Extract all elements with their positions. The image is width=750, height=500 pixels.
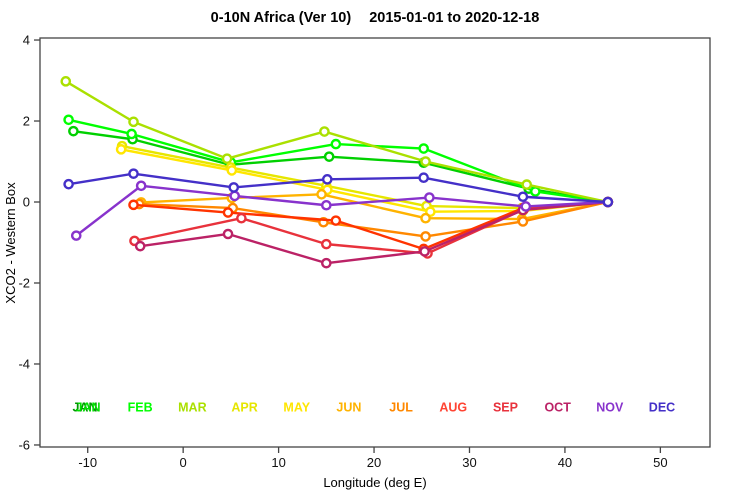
data-point-nov xyxy=(70,230,82,241)
data-point-mar xyxy=(521,179,533,190)
series-line-jun xyxy=(139,193,610,221)
data-point-may xyxy=(226,165,238,176)
chart-title-daterange: 2015-01-01 to 2020-12-18 xyxy=(369,10,539,26)
y-axis-title: XCO2 - Western Box xyxy=(3,182,18,304)
x-tick-label: 0 xyxy=(180,455,187,470)
month-label-mar: MAR xyxy=(178,401,206,415)
month-label-jul: JUL xyxy=(389,401,413,415)
data-point-nov xyxy=(520,201,532,212)
data-point-dec xyxy=(63,178,74,190)
plot-border xyxy=(39,37,711,448)
y-tick-label: -2 xyxy=(18,275,30,290)
y-tick-label: 4 xyxy=(23,33,30,48)
data-point-feb xyxy=(418,143,429,154)
x-tick-label: 50 xyxy=(653,455,667,470)
data-point-mar xyxy=(60,76,72,87)
data-point-sep xyxy=(236,212,247,224)
data-point-oct xyxy=(419,246,430,257)
data-point-oct xyxy=(321,257,332,269)
data-point-nov xyxy=(321,199,332,211)
data-point-mar xyxy=(128,116,139,128)
data-point-oct xyxy=(222,228,234,240)
data-point-may xyxy=(115,144,127,155)
data-point-jan xyxy=(68,125,79,137)
data-point-feb xyxy=(63,114,74,126)
x-tick-label: 40 xyxy=(558,455,572,470)
data-point-oct xyxy=(134,240,146,252)
data-point-dec xyxy=(602,196,614,208)
month-label-may: MAY xyxy=(283,401,310,415)
month-label-nov: NOV xyxy=(596,401,624,415)
chart-title: 0-10N Africa (Ver 10) 2015-01-01 to 2020… xyxy=(211,10,540,26)
month-label-feb: FEB xyxy=(128,401,153,415)
y-tick-label: 0 xyxy=(23,195,30,210)
x-tick-label: 30 xyxy=(462,455,476,470)
month-label-jan: JAN xyxy=(75,401,100,415)
x-tick-label: 10 xyxy=(271,455,285,470)
data-point-nov xyxy=(229,190,241,202)
series-dec xyxy=(63,168,614,208)
data-point-aug xyxy=(128,199,139,211)
data-point-jan xyxy=(323,151,335,162)
y-tick-label: 2 xyxy=(23,114,30,129)
data-point-dec xyxy=(228,182,240,193)
data-point-jun xyxy=(420,212,431,224)
y-tick-label: -4 xyxy=(18,356,30,371)
data-point-dec xyxy=(128,168,139,179)
data-point-feb xyxy=(126,128,137,140)
data-point-nov xyxy=(424,192,435,203)
month-label-aug: AUG xyxy=(439,401,467,415)
data-series xyxy=(60,76,614,269)
x-axis-title: Longitude (deg E) xyxy=(323,475,426,490)
series-jul xyxy=(133,196,614,242)
month-label-sep: SEP xyxy=(493,401,518,415)
y-tick-label: -6 xyxy=(18,437,30,452)
data-point-mar xyxy=(221,153,233,164)
data-point-aug xyxy=(330,215,342,226)
month-label-oct: OCT xyxy=(544,401,571,415)
data-point-mar xyxy=(319,126,330,137)
data-point-sep xyxy=(321,238,332,250)
data-point-mar xyxy=(420,156,431,167)
data-point-jul xyxy=(420,231,431,242)
month-label-jan-shadow: JAN xyxy=(72,401,97,415)
data-point-jul xyxy=(517,216,529,227)
series-line-oct xyxy=(139,200,610,265)
month-label-apr: APR xyxy=(231,401,257,415)
month-label-dec: DEC xyxy=(649,401,675,415)
data-point-dec xyxy=(321,174,333,185)
series-line-jul xyxy=(138,200,610,238)
x-tick-label: -10 xyxy=(78,455,97,470)
data-point-aug xyxy=(222,207,234,218)
x-tick-label: 20 xyxy=(367,455,381,470)
data-point-jun xyxy=(316,189,327,200)
month-label-jun: JUN xyxy=(336,401,361,415)
chart-title-region: 0-10N Africa (Ver 10) xyxy=(211,10,352,26)
data-point-feb xyxy=(530,186,541,197)
data-point-dec xyxy=(517,191,529,203)
data-point-feb xyxy=(330,138,342,150)
data-point-nov xyxy=(135,180,147,192)
data-point-dec xyxy=(418,172,429,184)
